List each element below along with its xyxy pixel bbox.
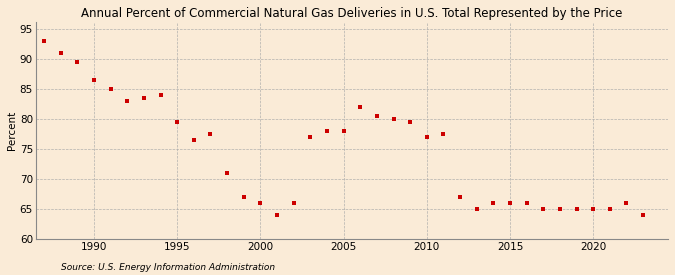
Point <box>455 194 466 199</box>
Y-axis label: Percent: Percent <box>7 111 17 150</box>
Point <box>38 38 49 43</box>
Point <box>521 200 532 205</box>
Point <box>355 104 366 109</box>
Point <box>288 200 299 205</box>
Point <box>438 131 449 136</box>
Point <box>238 194 249 199</box>
Point <box>105 86 116 91</box>
Point <box>271 213 282 217</box>
Point <box>471 207 482 211</box>
Point <box>588 207 599 211</box>
Point <box>155 92 166 97</box>
Point <box>554 207 565 211</box>
Point <box>405 119 416 124</box>
Point <box>388 116 399 121</box>
Point <box>88 77 99 82</box>
Point <box>371 113 382 118</box>
Point <box>421 134 432 139</box>
Point <box>122 98 133 103</box>
Text: Source: U.S. Energy Information Administration: Source: U.S. Energy Information Administ… <box>61 263 275 272</box>
Point <box>604 207 615 211</box>
Point <box>571 207 582 211</box>
Point <box>138 95 149 100</box>
Point <box>205 131 216 136</box>
Point <box>221 170 232 175</box>
Point <box>338 128 349 133</box>
Point <box>72 59 83 64</box>
Point <box>621 200 632 205</box>
Point <box>171 119 182 124</box>
Point <box>505 200 516 205</box>
Point <box>488 200 499 205</box>
Title: Annual Percent of Commercial Natural Gas Deliveries in U.S. Total Represented by: Annual Percent of Commercial Natural Gas… <box>81 7 622 20</box>
Point <box>638 213 649 217</box>
Point <box>255 200 266 205</box>
Point <box>305 134 316 139</box>
Point <box>188 138 199 142</box>
Point <box>538 207 549 211</box>
Point <box>55 50 66 55</box>
Point <box>321 128 332 133</box>
